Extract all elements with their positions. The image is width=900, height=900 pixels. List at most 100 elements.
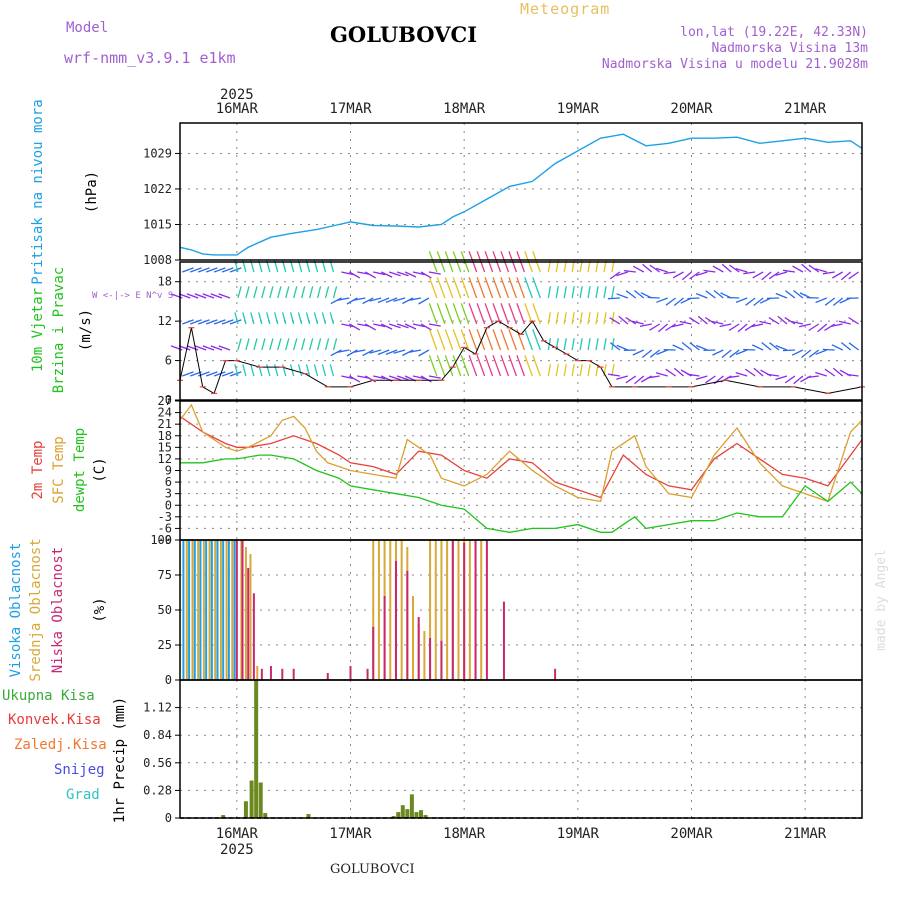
wind-arrow bbox=[665, 368, 676, 377]
top-day-label: 17MAR bbox=[329, 101, 372, 117]
precip-total-bar bbox=[263, 813, 268, 818]
top-day-label: 18MAR bbox=[443, 101, 486, 117]
wind-arrow bbox=[205, 371, 218, 377]
wind-arrow bbox=[396, 271, 409, 277]
wind-arrow bbox=[767, 373, 780, 377]
wind-arrow bbox=[213, 319, 226, 325]
wind-arrow bbox=[632, 349, 645, 356]
wind-arrow bbox=[194, 345, 207, 351]
wind-arrow bbox=[266, 364, 271, 377]
wind-arrow bbox=[484, 303, 494, 325]
wind-arrow bbox=[712, 349, 724, 356]
wind-arrow bbox=[571, 286, 575, 299]
wind-arrow bbox=[452, 277, 462, 299]
wind-arrow bbox=[418, 297, 430, 305]
wind-arrow bbox=[784, 317, 796, 325]
y-tick-label: 1.12 bbox=[143, 701, 172, 715]
top-day-label: 20MAR bbox=[670, 101, 713, 117]
wind-arrow bbox=[616, 344, 629, 351]
wind-arrow bbox=[281, 364, 287, 377]
bottom-day-label: 17MAR bbox=[329, 826, 372, 842]
wind-arrow bbox=[840, 341, 852, 351]
bottom-day-label: 18MAR bbox=[443, 826, 486, 842]
wind-arrow bbox=[727, 296, 740, 299]
wind-arrow bbox=[508, 329, 518, 351]
pressure-unit-label: (hPa) bbox=[84, 171, 100, 213]
wind-arrow bbox=[751, 323, 764, 328]
wind-arrow bbox=[761, 341, 772, 351]
wind-arrow bbox=[324, 286, 330, 299]
y-tick-label: 6 bbox=[165, 354, 172, 368]
wind-arrow bbox=[673, 297, 684, 307]
wind-arrow bbox=[353, 349, 366, 353]
wind-arrow bbox=[721, 349, 732, 359]
wind-arrow bbox=[364, 375, 377, 383]
precip-total-bar bbox=[400, 805, 405, 818]
wind-arrow bbox=[190, 267, 202, 273]
wind-arrow bbox=[353, 297, 366, 301]
station-elevation: Nadmorska Visina 13m bbox=[711, 41, 868, 56]
y-tick-label: 24 bbox=[158, 406, 172, 420]
wind-arrow bbox=[362, 349, 374, 357]
wind-arrow bbox=[697, 315, 708, 325]
wind-arrow bbox=[178, 345, 191, 351]
wind-arrow bbox=[571, 364, 575, 377]
y-tick-label: 18 bbox=[158, 275, 172, 289]
wind-arrow bbox=[324, 338, 330, 351]
wind-arrow bbox=[508, 277, 518, 299]
wind-arrow bbox=[524, 329, 533, 351]
wind-arrow bbox=[261, 286, 266, 299]
wind-arrow bbox=[373, 375, 386, 380]
temp-unit-label: (C) bbox=[92, 457, 108, 482]
wind-arrow bbox=[349, 323, 361, 331]
wind-arrow bbox=[656, 297, 668, 303]
wind-arrow bbox=[737, 323, 748, 333]
wind-arrow bbox=[476, 329, 486, 351]
y-tick-label: 25 bbox=[158, 638, 172, 652]
wind-arrow bbox=[603, 312, 607, 325]
y-tick-label: 0 bbox=[165, 393, 172, 407]
model-label: Model bbox=[66, 20, 109, 36]
wind-arrow bbox=[476, 355, 486, 377]
wind-arrow bbox=[242, 312, 247, 325]
wind-arrow bbox=[655, 372, 668, 377]
wind-arrow bbox=[775, 292, 788, 299]
wind-arrow bbox=[308, 286, 314, 299]
precip-total-bar bbox=[423, 815, 428, 818]
wind-ylabel: 10m Vjetar bbox=[30, 288, 46, 372]
wind-arrow bbox=[305, 364, 311, 377]
wind-arrow bbox=[838, 320, 851, 325]
wind-arrow bbox=[609, 317, 621, 325]
wind-unit-label: (m/s) bbox=[78, 309, 94, 351]
cloud-high-ylabel: Visoka Oblacnost bbox=[8, 543, 24, 678]
wind-arrow bbox=[815, 297, 828, 304]
wind-arrow bbox=[753, 367, 764, 377]
model-name: wrf-nmm_v3.9.1 e1km bbox=[64, 49, 236, 67]
bottom-day-label: 20MAR bbox=[670, 826, 713, 842]
wind-arrow bbox=[689, 271, 700, 280]
wind-arrow bbox=[632, 265, 645, 273]
wind-arrow bbox=[743, 348, 756, 351]
wind-arrow bbox=[793, 289, 804, 299]
wind-arrow bbox=[532, 355, 541, 377]
wind-arrow bbox=[385, 349, 398, 356]
wind-arrow bbox=[656, 267, 668, 273]
wind-arrow bbox=[269, 286, 274, 299]
wind-arrow bbox=[532, 303, 541, 325]
wind-arrow bbox=[412, 271, 425, 276]
wind-arrow bbox=[768, 271, 780, 280]
wind-arrow bbox=[618, 315, 629, 325]
wind-arrow bbox=[563, 364, 567, 377]
wind-arrow bbox=[380, 323, 393, 330]
wind-arrow bbox=[595, 286, 599, 299]
wind-arrow bbox=[657, 323, 669, 333]
wind-arrow bbox=[269, 338, 274, 351]
wind-arrow bbox=[623, 269, 636, 273]
wind-arrow bbox=[631, 320, 644, 325]
wind-arrow bbox=[460, 303, 470, 325]
wind-arrow bbox=[210, 345, 223, 351]
wind-arrow bbox=[484, 329, 494, 351]
wind-arrow bbox=[563, 338, 567, 351]
wind-arrow bbox=[229, 371, 242, 377]
wind-arrow bbox=[547, 286, 552, 299]
